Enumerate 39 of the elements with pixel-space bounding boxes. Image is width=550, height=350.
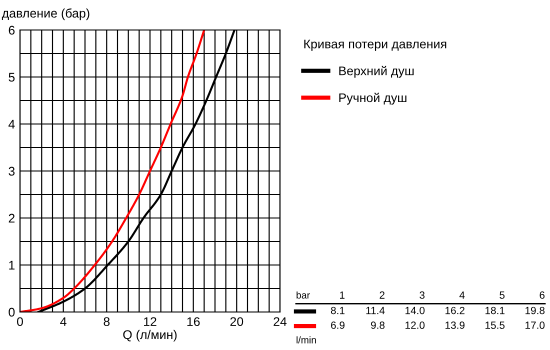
legend-label: Ручной душ bbox=[339, 92, 406, 105]
x-tick-label: 12 bbox=[144, 317, 156, 326]
text: 9.8 bbox=[371, 322, 385, 329]
text: 8.1 bbox=[330, 306, 344, 314]
y-tick-label: 2 bbox=[8, 214, 15, 223]
text: 19.8 bbox=[526, 306, 545, 314]
text: 5 bbox=[500, 292, 505, 299]
text: 14.0 bbox=[406, 306, 425, 314]
y-tick-label: 4 bbox=[8, 120, 15, 129]
text: 17.0 bbox=[526, 322, 545, 329]
text: 6.9 bbox=[331, 322, 345, 329]
y-tick-label: 1 bbox=[9, 260, 15, 270]
text: 11.4 bbox=[366, 306, 385, 314]
text: 6 bbox=[540, 291, 545, 299]
x-tick-label: 4 bbox=[60, 317, 66, 326]
text: 18.1 bbox=[486, 306, 504, 314]
legend-label: Верхний душ bbox=[339, 66, 414, 78]
text: 3 bbox=[420, 291, 425, 299]
y-tick-label: 6 bbox=[8, 26, 15, 35]
text: 2 bbox=[380, 291, 384, 299]
y-tick-label: 3 bbox=[8, 166, 15, 176]
x-tick-label: 16 bbox=[187, 317, 200, 326]
text: 16.2 bbox=[446, 306, 464, 314]
text: 1 bbox=[340, 292, 344, 299]
y-axis-title: давление (бар) bbox=[2, 8, 90, 20]
x-tick-label: 0 bbox=[17, 317, 23, 326]
x-tick-label: 20 bbox=[230, 317, 244, 326]
text: l/min bbox=[296, 336, 316, 344]
legend-title: Кривая потери давления bbox=[304, 40, 446, 51]
text: 15.5 bbox=[486, 322, 505, 329]
y-tick-label: 5 bbox=[8, 72, 15, 82]
x-axis-title: Q (л/мин) bbox=[123, 330, 177, 342]
text: bar bbox=[296, 291, 310, 299]
x-tick-label: 24 bbox=[274, 317, 287, 326]
x-tick-label: 8 bbox=[104, 317, 110, 326]
text: 4 bbox=[459, 292, 465, 299]
text: 12.0 bbox=[406, 322, 425, 329]
y-tick-label: 0 bbox=[8, 308, 15, 317]
text: 13.9 bbox=[446, 322, 465, 329]
